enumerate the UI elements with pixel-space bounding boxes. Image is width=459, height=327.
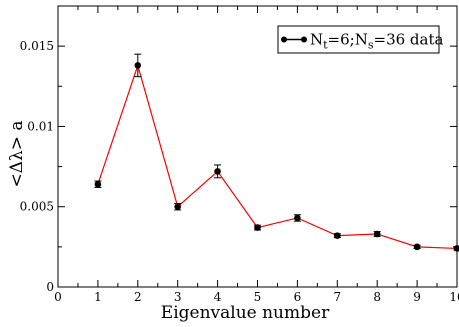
data-point: [373, 230, 381, 238]
data-point: [94, 180, 102, 188]
series-layer: [94, 53, 459, 252]
x-tick-label: 10: [449, 290, 459, 304]
data-point: [134, 62, 142, 69]
data-point: [453, 245, 459, 252]
legend-marker: [281, 36, 287, 43]
data-point: [254, 224, 261, 231]
legend-marker: [301, 36, 307, 43]
axis-titles: Eigenvalue number <Δλ> a: [7, 120, 330, 323]
data-point: [334, 232, 341, 239]
y-tick-label: 0.015: [20, 39, 54, 53]
x-tick-label: 3: [174, 290, 182, 304]
y-tick-label: 0.01: [27, 119, 54, 133]
x-tick-label: 2: [134, 290, 142, 304]
x-tick-label: 9: [413, 290, 421, 304]
y-axis-label: <Δλ> a: [7, 120, 27, 187]
x-axis-label: Eigenvalue number: [161, 303, 330, 323]
data-point: [174, 203, 181, 211]
x-tick-label: 5: [254, 290, 262, 304]
x-tick-label: 7: [333, 290, 341, 304]
x-tick-label: 8: [373, 290, 381, 304]
data-point: [413, 243, 421, 251]
x-tick-label: 1: [94, 290, 102, 304]
data-point: [214, 168, 221, 175]
axes: 0 1 2 3 4 5 6 7 8 9 10 0 0.005 0.01 0.015: [20, 5, 459, 304]
series-line: [97, 63, 458, 250]
x-tick-label: 4: [214, 290, 222, 304]
x-tick-label: 0: [54, 290, 62, 304]
data-point: [294, 214, 301, 222]
y-tick-label: 0.005: [20, 200, 54, 214]
legend-label: Nt=6;Ns=36 data: [310, 31, 443, 52]
x-tick-label: 6: [294, 290, 302, 304]
legend: Nt=6;Ns=36 data: [277, 25, 443, 54]
y-tick-label: 0: [46, 280, 54, 294]
